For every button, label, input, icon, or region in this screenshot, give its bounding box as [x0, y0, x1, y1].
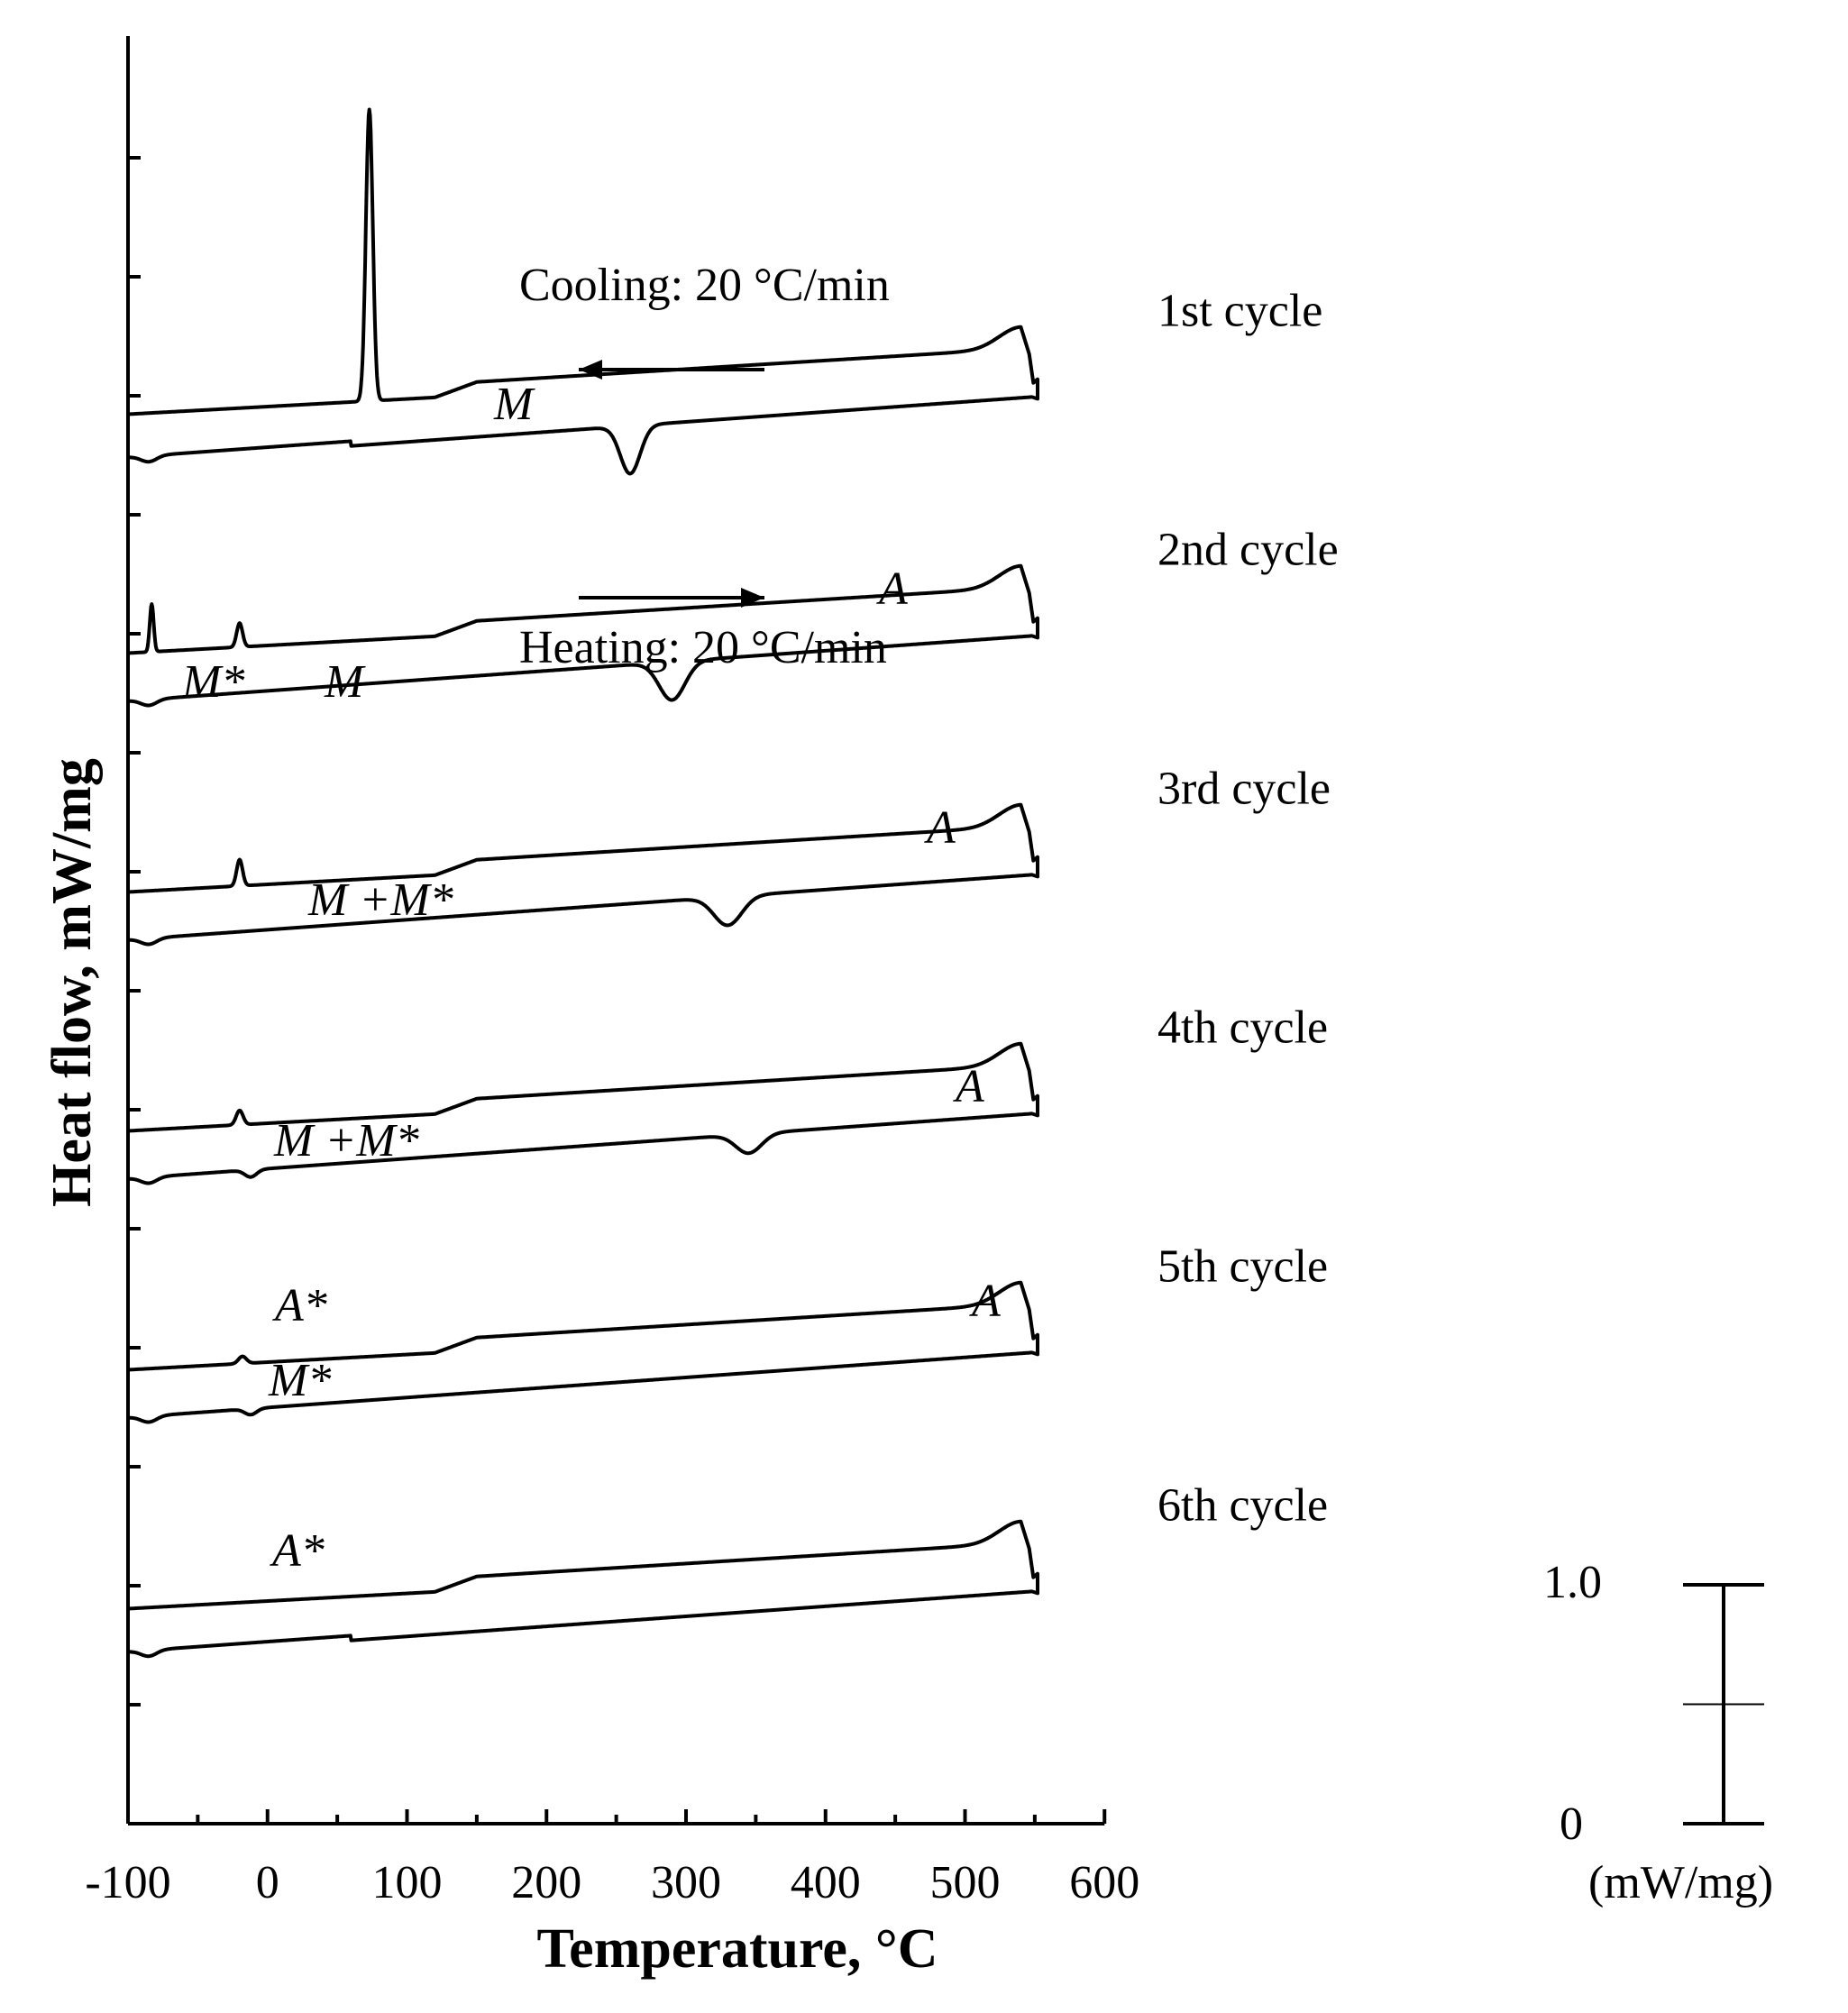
cycle-label: 1st cycle — [1157, 285, 1322, 336]
peak-label-a: A — [924, 802, 956, 854]
peak-label-m-star: M* — [181, 656, 244, 708]
x-tick-label: 100 — [372, 1857, 443, 1908]
cycle-2-trace — [126, 563, 1039, 708]
cooling-label: Cooling: 20 °C/min — [519, 260, 890, 311]
cycle-4-trace — [126, 1041, 1039, 1185]
y-axis-title: Heat flow, mW/mg — [41, 758, 103, 1207]
scale-top-label: 1.0 — [1543, 1557, 1602, 1608]
cycle-label: 2nd cycle — [1157, 524, 1339, 575]
peak-label-m-star: M* — [268, 1355, 331, 1406]
cycle-6-trace — [126, 1519, 1039, 1659]
x-tick-label: 400 — [791, 1857, 861, 1908]
cycle-5-trace — [126, 1280, 1039, 1424]
axes: -100 0 100 200 300 400 500 600 — [85, 36, 1764, 1908]
x-tick-label: 200 — [511, 1857, 581, 1908]
cycle-3-trace — [126, 802, 1039, 947]
cycle-label: 4th cycle — [1157, 1002, 1328, 1053]
curves — [126, 107, 1039, 1659]
peak-label-m: M — [493, 379, 535, 430]
peak-label-m-plus-m-star: M +M* — [273, 1115, 419, 1167]
peak-label-m-plus-m-star: M +M* — [307, 874, 453, 926]
x-axis-title: Temperature, °C — [537, 1918, 938, 1980]
peak-label-m: M — [324, 656, 366, 708]
scale-unit-label: (mW/mg) — [1588, 1857, 1773, 1908]
peak-label-a: A — [953, 1061, 984, 1112]
cycle-label: 6th cycle — [1157, 1479, 1328, 1531]
x-tick-label: 600 — [1069, 1857, 1139, 1908]
labels: 1st cycle 2nd cycle 3rd cycle 4th cycle 5th … — [181, 285, 1339, 1577]
peak-label-a-star: A* — [270, 1525, 325, 1577]
x-tick-label: 0 — [256, 1857, 279, 1908]
x-tick-label: 300 — [651, 1857, 721, 1908]
x-tick-label: -100 — [85, 1857, 170, 1908]
x-tick-label: 500 — [930, 1857, 1001, 1908]
peak-label-a: A — [969, 1276, 1001, 1327]
peak-label-a: A — [876, 563, 908, 615]
cycle-label: 3rd cycle — [1157, 763, 1331, 814]
peak-label-a-star: A* — [272, 1280, 327, 1331]
scale-bottom-label: 0 — [1560, 1798, 1583, 1850]
cycle-label: 5th cycle — [1157, 1240, 1328, 1292]
heating-label: Heating: 20 °C/min — [519, 622, 887, 673]
cycle-1-trace — [126, 107, 1039, 476]
